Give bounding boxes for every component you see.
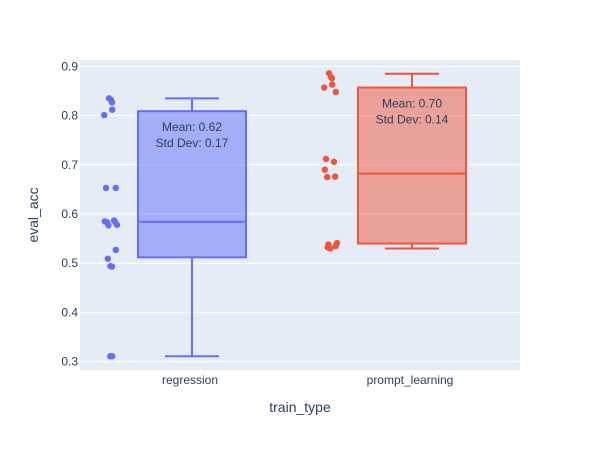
data-point — [324, 173, 331, 181]
y-tick-label: 0.4 — [61, 305, 78, 319]
x-tick-labels: regression prompt_learning — [162, 373, 453, 387]
data-point — [328, 75, 336, 82]
y-axis-title: eval_acc — [25, 187, 41, 242]
y-tick-label: 0.5 — [61, 256, 78, 270]
y-tick-label: 0.7 — [61, 158, 78, 172]
data-point — [108, 99, 116, 106]
data-point — [321, 84, 328, 91]
data-point — [327, 245, 334, 252]
box-trace-regression: Mean: 0.62 Std Dev: 0.17 — [101, 95, 247, 360]
mean-annotation: Mean: 0.70 — [382, 97, 442, 111]
mean-annotation: Mean: 0.62 — [162, 120, 222, 134]
y-tick-label: 0.8 — [61, 109, 78, 123]
x-axis-title: train_type — [269, 399, 331, 415]
data-point — [332, 88, 339, 96]
std-annotation: Std Dev: 0.14 — [376, 113, 449, 127]
y-tick-label: 0.9 — [61, 59, 78, 73]
data-point — [322, 155, 330, 163]
x-tick-label: regression — [162, 373, 218, 387]
data-point — [104, 255, 112, 262]
data-point — [112, 184, 120, 192]
data-point — [330, 158, 338, 166]
data-point — [102, 184, 110, 192]
data-point — [113, 221, 121, 229]
y-tick-label: 0.6 — [61, 207, 78, 221]
y-tick-labels: 0.3 0.4 0.5 0.6 0.7 0.8 0.9 — [61, 59, 78, 368]
data-point — [101, 111, 108, 119]
y-tick-label: 0.3 — [61, 355, 78, 369]
iqr-box — [137, 110, 247, 259]
data-point — [112, 246, 120, 254]
iqr-box — [357, 86, 467, 245]
box-traces: Mean: 0.62 Std Dev: 0.17 Mean: 0.70 Std Dev… — [101, 70, 467, 360]
data-point — [109, 106, 116, 113]
data-point — [329, 81, 336, 88]
data-point — [321, 166, 328, 173]
data-point — [107, 353, 114, 360]
data-point — [108, 263, 116, 270]
box-trace-prompt_learning: Mean: 0.70 Std Dev: 0.14 — [321, 70, 467, 252]
data-point — [332, 173, 339, 180]
x-tick-label: prompt_learning — [367, 373, 454, 387]
std-annotation: Std Dev: 0.17 — [156, 136, 229, 150]
data-point — [105, 222, 112, 229]
data-point — [332, 242, 339, 250]
